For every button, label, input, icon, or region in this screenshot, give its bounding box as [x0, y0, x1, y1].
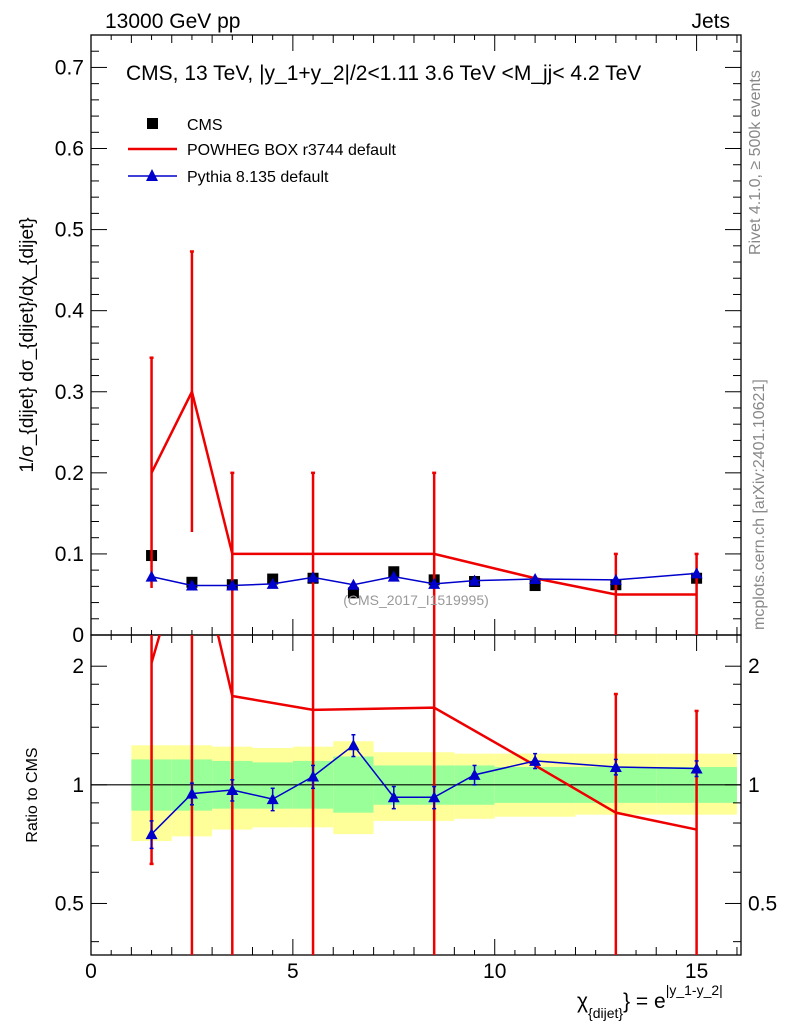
- powheg-line: [150, 388, 697, 596]
- pythia-point: [428, 577, 441, 589]
- pythia-point: [347, 578, 360, 590]
- ratio-tick-label: 2: [72, 655, 84, 678]
- y-tick-label: 0.7: [55, 56, 84, 79]
- pythia-point: [145, 570, 158, 582]
- ratio-pythia-point: [690, 762, 703, 774]
- pythia-point: [226, 579, 239, 591]
- ratio-pythia-point: [307, 770, 320, 782]
- ratio-bands: [91, 741, 741, 842]
- ratio-plot-area: [145, 635, 703, 955]
- pythia-point: [529, 573, 542, 585]
- pythia-point: [387, 570, 400, 582]
- ratio-pythia-point: [266, 793, 279, 805]
- x-tick-label: 5: [287, 960, 299, 983]
- x-axis-label-sub: {dijet}: [588, 1005, 623, 1021]
- cms-point: [347, 587, 359, 599]
- legend-cms-label: CMS: [187, 117, 223, 134]
- legend-pythia-marker: [146, 169, 158, 181]
- x-axis-label-sup: |y_1-y_2|: [666, 982, 723, 998]
- ratio-pythia-point: [609, 760, 622, 772]
- ratio-powheg-line: [150, 635, 697, 831]
- y-tick-label: 0.1: [55, 543, 84, 566]
- ratio-y-axis-label: Ratio to CMS: [24, 747, 41, 842]
- header-jets: Jets: [691, 10, 730, 33]
- y-tick-label: 0.2: [55, 462, 84, 485]
- header-process: 13000 GeV pp: [105, 10, 240, 33]
- y-tick-label: 0.4: [55, 300, 85, 323]
- ratio-tick-label-right: 0.5: [748, 892, 777, 915]
- y-tick-label: 0.3: [55, 381, 84, 404]
- legend-pythia-label: Pythia 8.135 default: [187, 169, 329, 186]
- pythia-point: [690, 567, 703, 579]
- x-axis-label-eq: } = e: [623, 990, 666, 1013]
- y-axis-label-text: 1/σ_{dijet} dσ_{dijet}/dχ_{dijet}: [17, 217, 38, 472]
- ratio-pythia-line: [151, 744, 697, 835]
- ratio-plot-frame: [90, 634, 742, 956]
- ratio-pythia-point: [428, 791, 441, 803]
- ratio-tick-label: 0.5: [55, 892, 84, 915]
- pythia-point: [185, 579, 198, 591]
- plot-title-text: CMS, 13 TeV, |y_1+y_2|/2<1.11 3.6 TeV <M…: [126, 62, 641, 85]
- ratio-pythia-point: [185, 787, 198, 799]
- ratio-tick-label-right: 1: [748, 774, 760, 797]
- ratio-tick-label: 1: [72, 774, 84, 797]
- x-tick-label: 10: [483, 960, 506, 983]
- x-tick-label: 15: [685, 960, 708, 983]
- x-tick-label: 0: [85, 960, 97, 983]
- plot-title: CMS, 13 TeV, |y_1+y_2|/2<1.11 3.6 TeV <M…: [126, 62, 641, 85]
- pythia-point: [609, 573, 622, 585]
- y-axis-label: 1/σ_{dijet} dσ_{dijet}/dχ_{dijet}: [17, 217, 38, 472]
- watermark: (CMS_2017_I1519995): [343, 592, 489, 608]
- legend-powheg-label: POWHEG BOX r3744 default: [187, 142, 397, 159]
- pythia-point: [307, 571, 320, 583]
- rivet-label: Rivet 4.1.0, ≥ 500k events: [747, 70, 764, 255]
- legend: CMS POWHEG BOX r3744 default Pythia 8.13…: [128, 117, 397, 186]
- ratio-pythia-point: [529, 754, 542, 766]
- legend-cms-marker: [147, 118, 158, 129]
- mcplots-label: mcplots.cern.ch [arXiv:2401.10621]: [751, 379, 768, 630]
- pythia-point: [266, 577, 279, 589]
- y-tick-label: 0.5: [55, 219, 84, 242]
- ratio-pythia-point: [226, 784, 239, 796]
- ratio-pythia-point: [468, 768, 481, 780]
- ratio-pythia-point: [347, 739, 360, 751]
- x-axis-label: χ{dijet}} = e|y_1-y_2|: [577, 982, 723, 1021]
- x-axis-label-main: χ: [577, 990, 588, 1013]
- pythia-line: [151, 572, 697, 587]
- cms-point: [529, 580, 541, 592]
- ratio-pythia-point: [145, 828, 158, 840]
- main-plot-area: [145, 250, 703, 635]
- ratio-pythia-point: [387, 791, 400, 803]
- y-tick-label: 0.6: [55, 138, 84, 161]
- y-tick-label: 0: [72, 624, 84, 647]
- pythia-point: [468, 574, 481, 586]
- ratio-tick-label-right: 2: [748, 655, 760, 678]
